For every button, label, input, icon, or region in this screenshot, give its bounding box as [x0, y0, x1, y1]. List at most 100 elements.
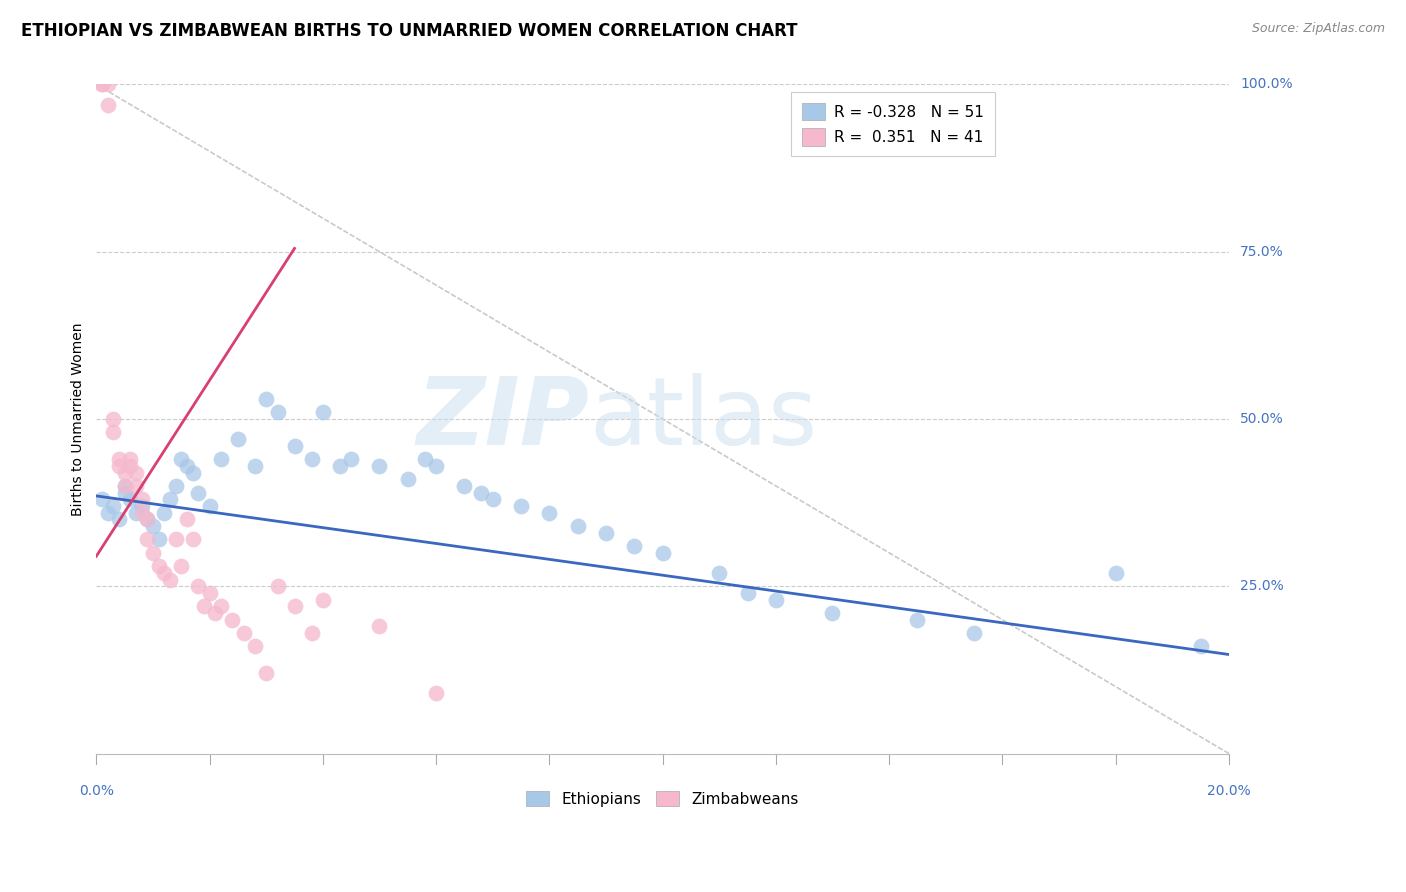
Point: [340, 452, 363, 467]
Point: [266, 579, 288, 593]
Point: [114, 479, 136, 493]
Point: [176, 512, 198, 526]
Point: [120, 458, 142, 473]
Point: [905, 613, 928, 627]
Point: [165, 479, 187, 493]
Point: [198, 499, 221, 513]
Text: 25.0%: 25.0%: [1240, 579, 1284, 593]
Point: [159, 492, 181, 507]
Point: [193, 599, 215, 614]
Text: atlas: atlas: [589, 373, 817, 465]
Point: [453, 479, 475, 493]
Point: [368, 619, 391, 633]
Legend: Ethiopians, Zimbabweans: Ethiopians, Zimbabweans: [520, 785, 806, 813]
Point: [481, 492, 503, 507]
Point: [159, 573, 181, 587]
Point: [120, 492, 142, 507]
Point: [176, 458, 198, 473]
Point: [1189, 640, 1212, 654]
Point: [136, 512, 159, 526]
Point: [221, 613, 243, 627]
Point: [737, 586, 759, 600]
Text: 75.0%: 75.0%: [1240, 244, 1284, 259]
Point: [131, 499, 153, 513]
Point: [187, 579, 209, 593]
Point: [567, 519, 589, 533]
Point: [209, 452, 232, 467]
Point: [963, 626, 986, 640]
Point: [165, 533, 187, 547]
Y-axis label: Births to Unmarried Women: Births to Unmarried Women: [72, 322, 86, 516]
Point: [131, 506, 153, 520]
Point: [153, 506, 176, 520]
Point: [108, 452, 131, 467]
Point: [413, 452, 436, 467]
Point: [254, 666, 277, 681]
Point: [1104, 566, 1126, 580]
Point: [148, 559, 170, 574]
Point: [114, 466, 136, 480]
Point: [243, 640, 266, 654]
Point: [821, 606, 844, 620]
Text: ETHIOPIAN VS ZIMBABWEAN BIRTHS TO UNMARRIED WOMEN CORRELATION CHART: ETHIOPIAN VS ZIMBABWEAN BIRTHS TO UNMARR…: [21, 22, 797, 40]
Point: [329, 458, 352, 473]
Point: [266, 405, 288, 419]
Point: [595, 525, 617, 540]
Text: Source: ZipAtlas.com: Source: ZipAtlas.com: [1251, 22, 1385, 36]
Point: [136, 533, 159, 547]
Point: [368, 458, 391, 473]
Point: [198, 586, 221, 600]
Point: [510, 499, 533, 513]
Point: [226, 432, 249, 446]
Point: [148, 533, 170, 547]
Point: [114, 485, 136, 500]
Point: [651, 546, 673, 560]
Point: [114, 479, 136, 493]
Point: [425, 458, 447, 473]
Point: [103, 412, 125, 426]
Point: [470, 485, 492, 500]
Text: 50.0%: 50.0%: [1240, 412, 1284, 426]
Text: 20.0%: 20.0%: [1206, 784, 1251, 798]
Point: [312, 405, 335, 419]
Point: [425, 686, 447, 700]
Point: [204, 606, 226, 620]
Point: [125, 506, 148, 520]
Text: 0.0%: 0.0%: [79, 784, 114, 798]
Point: [187, 485, 209, 500]
Point: [283, 439, 305, 453]
Point: [108, 512, 131, 526]
Point: [103, 425, 125, 440]
Point: [125, 466, 148, 480]
Point: [243, 458, 266, 473]
Point: [97, 97, 120, 112]
Point: [120, 452, 142, 467]
Point: [91, 78, 114, 92]
Point: [623, 539, 645, 553]
Point: [396, 472, 419, 486]
Point: [301, 626, 323, 640]
Point: [136, 512, 159, 526]
Point: [181, 533, 204, 547]
Point: [91, 492, 114, 507]
Point: [170, 452, 193, 467]
Point: [142, 546, 165, 560]
Point: [312, 592, 335, 607]
Point: [97, 78, 120, 92]
Point: [538, 506, 561, 520]
Point: [254, 392, 277, 406]
Point: [709, 566, 731, 580]
Point: [181, 466, 204, 480]
Point: [108, 458, 131, 473]
Text: ZIP: ZIP: [416, 373, 589, 465]
Point: [170, 559, 193, 574]
Point: [765, 592, 787, 607]
Point: [283, 599, 305, 614]
Point: [301, 452, 323, 467]
Point: [97, 506, 120, 520]
Point: [209, 599, 232, 614]
Text: 100.0%: 100.0%: [1240, 78, 1292, 92]
Point: [103, 499, 125, 513]
Point: [153, 566, 176, 580]
Point: [232, 626, 254, 640]
